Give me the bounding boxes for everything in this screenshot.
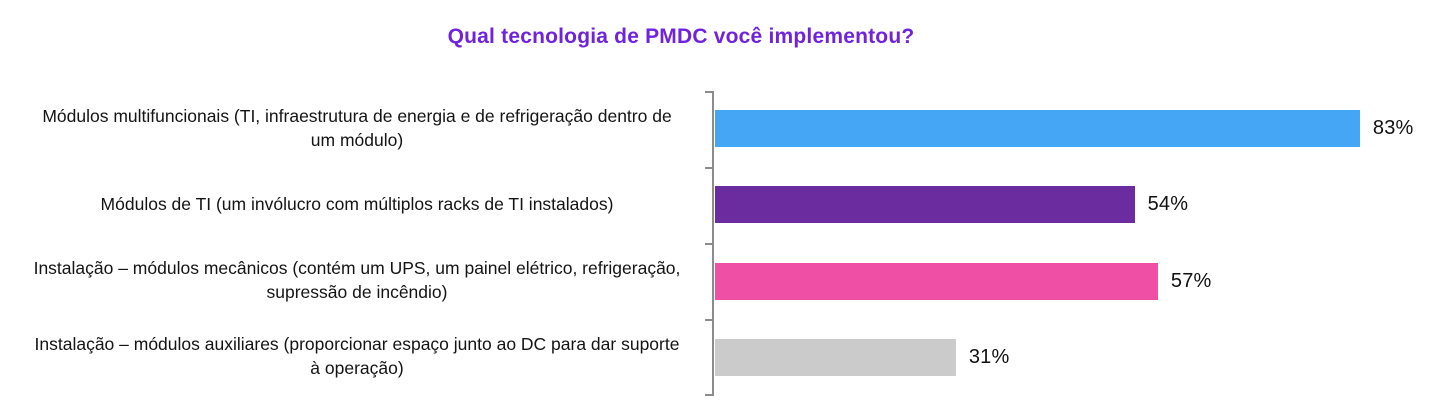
value-label: 54% — [1147, 193, 1189, 215]
axis-tick — [705, 91, 712, 93]
axis-tick — [705, 167, 712, 169]
axis-tick — [705, 243, 712, 245]
bar-row: 31% — [715, 339, 1430, 376]
axis-tick — [705, 319, 712, 321]
category-label-it-modules: Módulos de TI (um invólucro com múltiplo… — [100, 194, 614, 215]
value-label: 57% — [1170, 270, 1212, 292]
bar-it-modules — [715, 186, 1135, 223]
value-label: 83% — [1372, 117, 1414, 139]
bar-facility-mechanical-modules — [715, 263, 1158, 300]
bar-row: 54% — [715, 186, 1430, 223]
bar-multifunctional-modules — [715, 110, 1360, 147]
category-axis-line — [705, 91, 714, 396]
axis-tick — [705, 394, 712, 396]
category-label-facility-mechanical-modules: Instalação – módulos mecânicos (contém u… — [33, 258, 681, 302]
bar-row: 57% — [715, 263, 1430, 300]
bar-facility-auxiliary-modules — [715, 339, 956, 376]
bar-row: 83% — [715, 110, 1430, 147]
category-label-multifunctional-modules: Módulos multifuncionais (TI, infraestrut… — [42, 106, 672, 150]
category-label-facility-auxiliary-modules: Instalação – módulos auxiliares (proporc… — [34, 334, 680, 378]
value-label: 31% — [968, 346, 1010, 368]
chart-title: Qual tecnologia de PMDC você implementou… — [447, 25, 915, 48]
